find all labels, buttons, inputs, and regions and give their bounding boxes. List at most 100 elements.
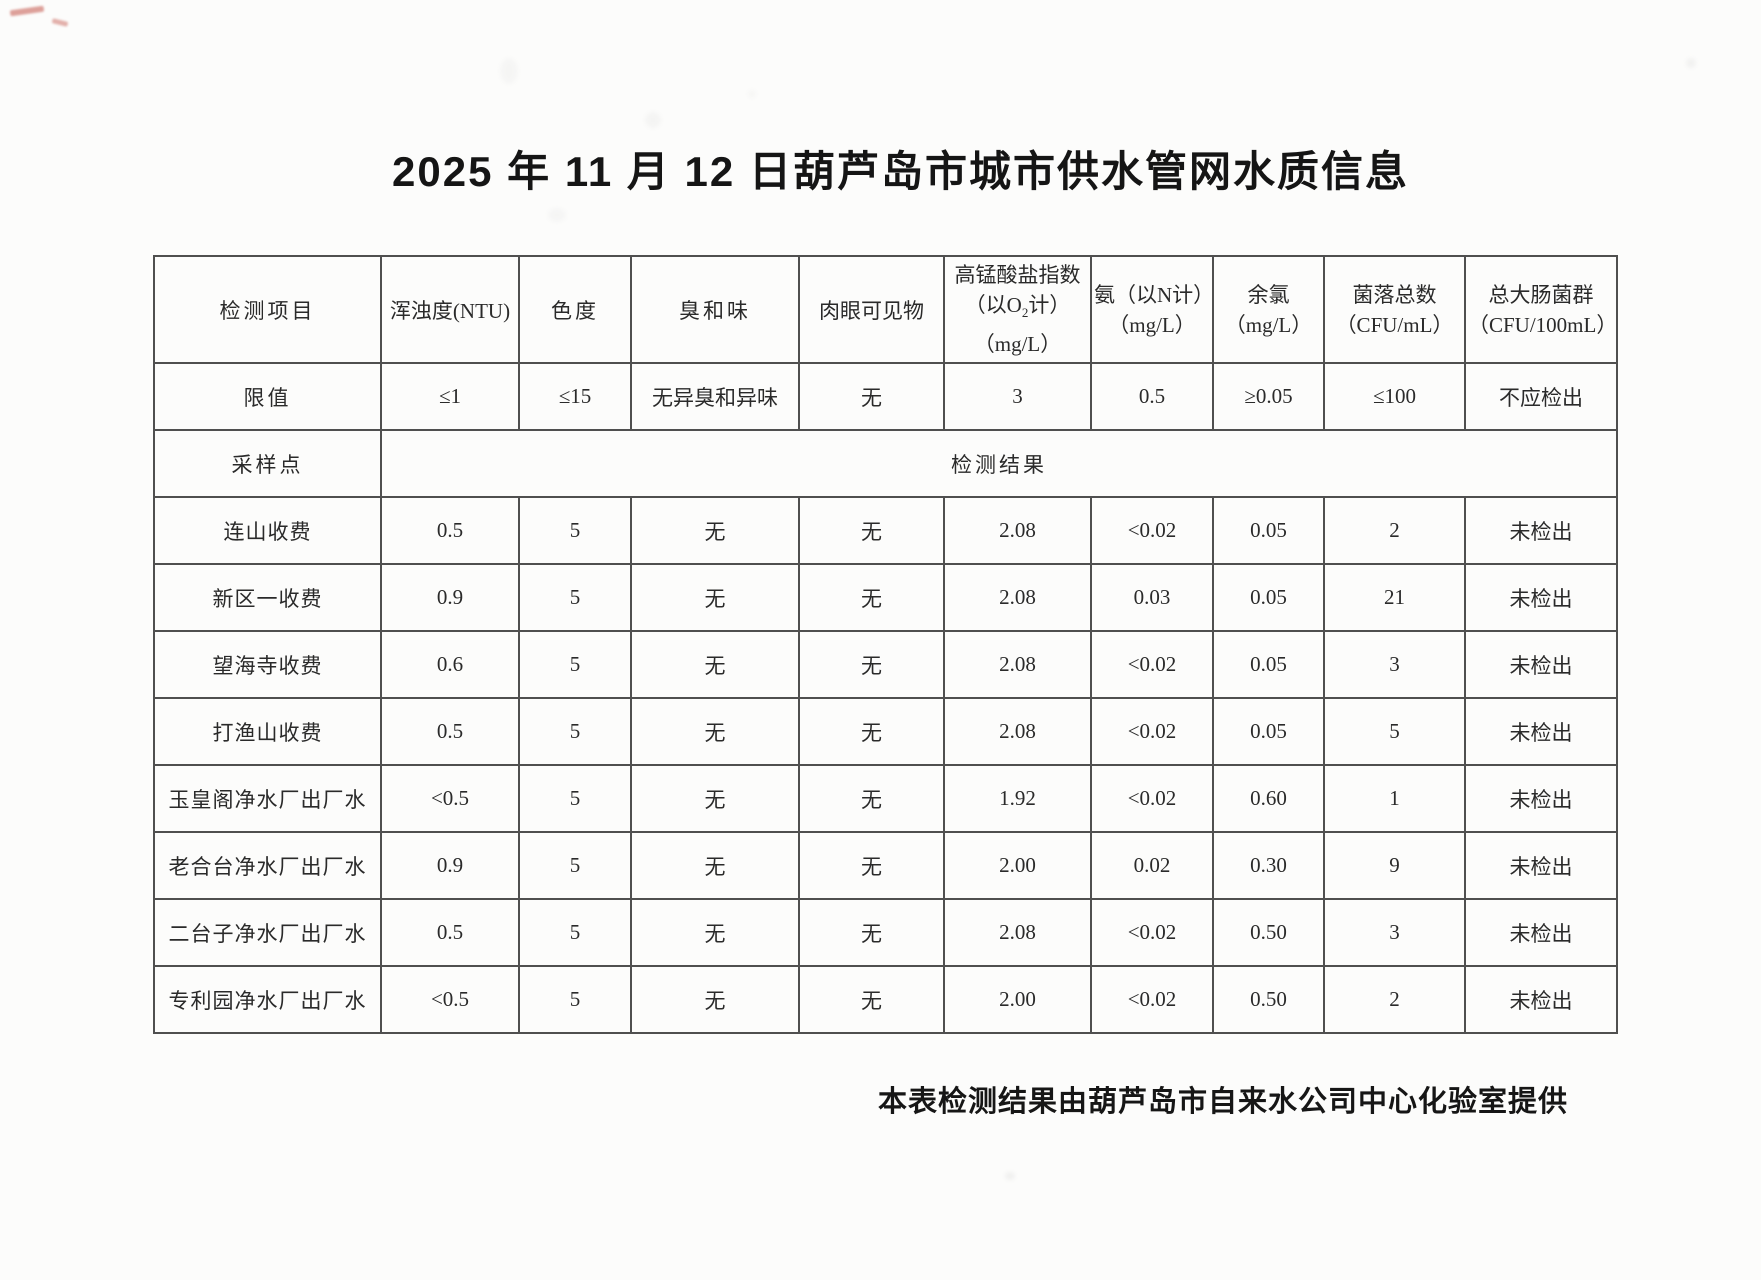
limit-cell: 无: [798, 362, 945, 431]
site-cell: 老合台净水厂出厂水: [153, 831, 382, 900]
limit-cell: ≤1: [380, 362, 520, 431]
result-cell: 无: [630, 563, 800, 632]
result-cell: <0.5: [380, 764, 520, 833]
limit-cell: ≥0.05: [1212, 362, 1325, 431]
result-cell: 未检出: [1464, 496, 1618, 565]
result-cell: 未检出: [1464, 563, 1618, 632]
table-row: 打渔山收费 0.5 5 无 无 2.08 <0.02 0.05 5 未检出: [153, 697, 1618, 766]
table-row: 玉皇阁净水厂出厂水 <0.5 5 无 无 1.92 <0.02 0.60 1 未…: [153, 764, 1618, 833]
result-cell: 无: [630, 697, 800, 766]
result-cell: 1: [1323, 764, 1466, 833]
result-cell: 无: [630, 898, 800, 967]
result-cell: 无: [798, 496, 945, 565]
result-cell: 2.08: [943, 496, 1092, 565]
result-cell: 0.05: [1212, 697, 1325, 766]
result-cell: <0.02: [1090, 898, 1214, 967]
scan-speck: [548, 208, 566, 222]
result-cell: 3: [1323, 898, 1466, 967]
result-cell: 0.05: [1212, 496, 1325, 565]
result-cell: 0.5: [380, 697, 520, 766]
result-cell: <0.02: [1090, 697, 1214, 766]
header-color: 色度: [518, 255, 632, 364]
scan-speck: [500, 58, 518, 84]
table-row: 老合台净水厂出厂水 0.9 5 无 无 2.00 0.02 0.30 9 未检出: [153, 831, 1618, 900]
site-cell: 专利园净水厂出厂水: [153, 965, 382, 1034]
header-residual-chlorine-unit: （mg/L）: [1224, 312, 1313, 337]
limit-label: 限值: [153, 362, 382, 431]
scan-red-mark: [9, 5, 45, 17]
result-cell: 2.00: [943, 831, 1092, 900]
result-cell: 未检出: [1464, 831, 1618, 900]
result-cell: 21: [1323, 563, 1466, 632]
result-cell: <0.02: [1090, 764, 1214, 833]
result-cell: 2: [1323, 965, 1466, 1034]
table-row: 新区一收费 0.9 5 无 无 2.08 0.03 0.05 21 未检出: [153, 563, 1618, 632]
sampling-point-label: 采样点: [153, 429, 382, 498]
limit-cell: ≤15: [518, 362, 632, 431]
table-row: 二台子净水厂出厂水 0.5 5 无 无 2.08 <0.02 0.50 3 未检…: [153, 898, 1618, 967]
header-colony-count: 菌落总数 （CFU/mL）: [1323, 255, 1466, 364]
result-cell: 0.05: [1212, 563, 1325, 632]
subscript-2: 2: [1021, 305, 1029, 321]
limit-cell: 3: [943, 362, 1092, 431]
result-cell: <0.02: [1090, 965, 1214, 1034]
site-cell: 新区一收费: [153, 563, 382, 632]
header-ammonia-line1: 氨（以N计）: [1094, 282, 1213, 307]
result-cell: 5: [518, 630, 632, 699]
scan-speck: [645, 112, 661, 128]
header-permanganate-unit: （mg/L）: [973, 331, 1062, 356]
header-turbidity: 浑浊度(NTU): [380, 255, 520, 364]
result-cell: 3: [1323, 630, 1466, 699]
table-row: 专利园净水厂出厂水 <0.5 5 无 无 2.00 <0.02 0.50 2 未…: [153, 965, 1618, 1034]
result-cell: 2.00: [943, 965, 1092, 1034]
result-cell: <0.02: [1090, 630, 1214, 699]
site-cell: 连山收费: [153, 496, 382, 565]
test-result-label: 检测结果: [380, 429, 1618, 498]
result-cell: 0.9: [380, 563, 520, 632]
result-cell: 未检出: [1464, 630, 1618, 699]
scan-speck: [1005, 1172, 1015, 1180]
result-cell: 2: [1323, 496, 1466, 565]
result-cell: 0.9: [380, 831, 520, 900]
result-cell: 无: [798, 965, 945, 1034]
water-quality-table: 检测项目 浑浊度(NTU) 色度 臭和味 肉眼可见物 高锰酸盐指数 （以O2计）…: [153, 255, 1618, 1034]
header-odor: 臭和味: [630, 255, 800, 364]
result-cell: 无: [630, 965, 800, 1034]
limit-cell: 无异臭和异味: [630, 362, 800, 431]
result-cell: 未检出: [1464, 898, 1618, 967]
footer-note: 本表检测结果由葫芦岛市自来水公司中心化验室提供: [878, 1086, 1569, 1118]
result-cell: 无: [798, 563, 945, 632]
scan-speck: [748, 90, 756, 98]
table-row: 望海寺收费 0.6 5 无 无 2.08 <0.02 0.05 3 未检出: [153, 630, 1618, 699]
result-cell: 无: [798, 898, 945, 967]
result-cell: 5: [518, 965, 632, 1034]
limit-cell: ≤100: [1323, 362, 1466, 431]
result-cell: 未检出: [1464, 697, 1618, 766]
result-cell: 未检出: [1464, 764, 1618, 833]
scan-red-mark: [51, 18, 69, 27]
header-residual-chlorine-line1: 余氯: [1247, 282, 1290, 307]
result-cell: 无: [798, 831, 945, 900]
result-cell: 0.30: [1212, 831, 1325, 900]
header-permanganate-line1: 高锰酸盐指数: [954, 263, 1081, 288]
result-cell: 5: [518, 496, 632, 565]
header-residual-chlorine: 余氯 （mg/L）: [1212, 255, 1325, 364]
result-cell: 5: [518, 563, 632, 632]
result-cell: 2.08: [943, 563, 1092, 632]
result-cell: 无: [630, 496, 800, 565]
result-cell: 0.50: [1212, 898, 1325, 967]
result-cell: 2.08: [943, 697, 1092, 766]
header-colony-count-unit: （CFU/mL）: [1335, 312, 1454, 337]
result-cell: 0.50: [1212, 965, 1325, 1034]
site-cell: 玉皇阁净水厂出厂水: [153, 764, 382, 833]
header-test-item: 检测项目: [153, 255, 382, 364]
scan-speck: [1686, 58, 1696, 68]
result-cell: 9: [1323, 831, 1466, 900]
result-cell: 0.02: [1090, 831, 1214, 900]
header-ammonia-unit: （mg/L）: [1108, 312, 1196, 337]
result-cell: 5: [1323, 697, 1466, 766]
result-cell: 1.92: [943, 764, 1092, 833]
site-cell: 二台子净水厂出厂水: [153, 898, 382, 967]
header-ammonia: 氨（以N计） （mg/L）: [1090, 255, 1214, 364]
header-visible-matter: 肉眼可见物: [798, 255, 945, 364]
